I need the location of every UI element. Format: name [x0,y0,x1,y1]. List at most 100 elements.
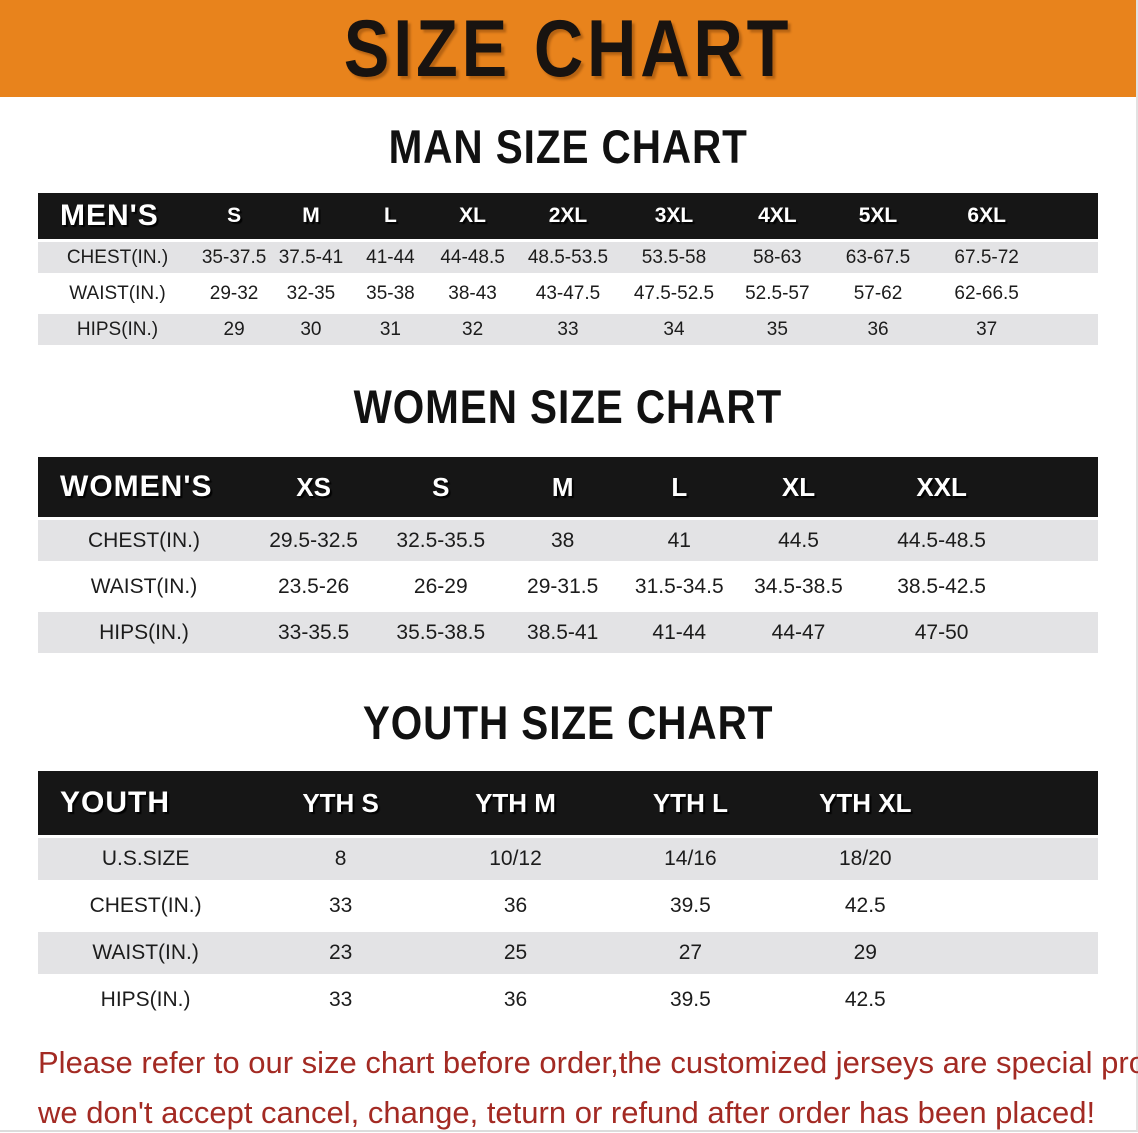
youth-row-hips-in: HIPS(IN.) 33 36 39.5 42.5 [38,976,1098,1023]
size-value: 25 [428,929,603,976]
size-value: 47.5-52.5 [620,275,727,311]
size-value: 42.5 [777,882,953,929]
measurement-label: U.S.SIZE [38,835,254,882]
youth-size-chart-heading: YOUTH SIZE CHART [0,699,1136,749]
men-size-column-header: S [197,193,272,239]
size-value: 33 [253,882,429,929]
size-value: 33 [514,311,621,347]
size-value: 35-38 [350,275,431,311]
size-chart-banner: SIZE CHART [0,0,1136,97]
size-value: 38.5-41 [504,609,621,655]
men-size-column-header: 4XL [726,193,828,239]
spacer-cell [952,882,1098,929]
men-size-column-header: XL [430,193,515,239]
measurement-label: HIPS(IN.) [38,609,250,655]
spacer-cell [952,929,1098,976]
size-value: 44.5-48.5 [859,517,1024,563]
spacer-cell [952,771,1098,835]
size-value: 37.5-41 [271,239,351,275]
size-value: 48.5-53.5 [514,239,621,275]
size-value: 32.5-35.5 [377,517,505,563]
women-header-row: WOMEN'S XS S M L XL XXL [38,457,1098,517]
men-size-column-header: M [271,193,351,239]
size-value: 41-44 [620,609,738,655]
men-table-title: MEN'S [38,193,197,239]
men-size-column-header: 5XL [827,193,929,239]
size-value: 35-37.5 [197,239,272,275]
spacer-cell [952,835,1098,882]
youth-size-column-header: YTH L [602,771,778,835]
size-value: 36 [827,311,929,347]
size-value: 38.5-42.5 [859,563,1024,609]
size-value: 31 [350,311,431,347]
men-header-row: MEN'S S M L XL 2XL 3XL 4XL 5XL 6XL [38,193,1098,239]
man-size-chart-heading: MAN SIZE CHART [0,121,1136,174]
size-value: 29 [197,311,272,347]
youth-row-chest-in: CHEST(IN.) 33 36 39.5 42.5 [38,882,1098,929]
size-value: 32-35 [271,275,351,311]
spacer-cell [1023,517,1098,563]
men-size-column-header: 3XL [620,193,727,239]
size-value: 8 [253,835,429,882]
women-size-chart-heading-text: WOMEN SIZE CHART [353,381,783,434]
men-size-column-header: 6XL [928,193,1045,239]
size-value: 39.5 [602,882,778,929]
size-value: 29-32 [197,275,272,311]
size-value: 35 [726,311,828,347]
women-row-chest-in: CHEST(IN.) 29.5-32.5 32.5-35.5 38 41 44.5 44.5… [38,517,1098,563]
women-size-column-header: L [620,457,738,517]
women-size-column-header: XS [250,457,378,517]
measurement-label: CHEST(IN.) [38,882,254,929]
women-row-hips-in: HIPS(IN.) 33-35.5 35.5-38.5 38.5-41 41-44 44-… [38,609,1098,655]
youth-size-column-header: YTH XL [777,771,953,835]
youth-size-table: YOUTH YTH S YTH M YTH L YTH XL U.S.SIZE 8 10/12… [38,771,1098,1023]
banner-title: SIZE CHART [343,3,793,94]
size-value: 32 [430,311,515,347]
size-value: 44-47 [737,609,860,655]
size-value: 38-43 [430,275,515,311]
women-size-column-header: S [377,457,505,517]
women-size-table: WOMEN'S XS S M L XL XXL CHEST(IN.) 29.5-32.5 32.5… [38,457,1098,655]
youth-table-title: YOUTH [38,771,254,835]
men-size-section: MAN SIZE CHART MEN'S S M L XL 2XL 3XL 4XL 5XL 6XL… [0,121,1136,347]
size-value: 23.5-26 [250,563,378,609]
spacer-cell [1023,563,1098,609]
size-value: 47-50 [859,609,1024,655]
women-size-column-header: XXL [859,457,1024,517]
measurement-label: WAIST(IN.) [38,563,250,609]
measurement-label: HIPS(IN.) [38,976,254,1023]
youth-row-u-s-size: U.S.SIZE 8 10/12 14/16 18/20 [38,835,1098,882]
size-value: 37 [928,311,1045,347]
measurement-label: CHEST(IN.) [38,517,250,563]
men-row-hips-in: HIPS(IN.) 29 30 31 32 33 34 35 36 37 [38,311,1098,347]
women-table-title: WOMEN'S [38,457,250,517]
size-value: 10/12 [428,835,603,882]
size-value: 26-29 [377,563,505,609]
disclaimer-line-1: Please refer to our size chart before or… [38,1045,1138,1080]
size-value: 57-62 [827,275,929,311]
size-value: 27 [602,929,778,976]
size-value: 43-47.5 [514,275,621,311]
size-value: 30 [271,311,351,347]
women-size-chart-heading: WOMEN SIZE CHART [0,381,1136,434]
size-value: 29 [777,929,953,976]
spacer-cell [1023,457,1098,517]
disclaimer: Please refer to our size chart before or… [38,1043,1138,1133]
man-size-chart-heading-text: MAN SIZE CHART [388,121,748,174]
size-value: 62-66.5 [928,275,1045,311]
size-value: 34 [620,311,727,347]
disclaimer-line-2: we don't accept cancel, change, teturn o… [38,1095,1096,1130]
youth-size-column-header: YTH M [428,771,603,835]
men-row-waist-in: WAIST(IN.) 29-32 32-35 35-38 38-43 43-47.5 47.… [38,275,1098,311]
size-value: 41 [620,517,738,563]
youth-size-column-header: YTH S [253,771,429,835]
spacer-cell [952,976,1098,1023]
size-value: 34.5-38.5 [737,563,860,609]
size-value: 38 [504,517,621,563]
spacer-cell [1044,311,1098,347]
spacer-cell [1044,275,1098,311]
spacer-cell [1044,193,1098,239]
size-value: 63-67.5 [827,239,929,275]
size-value: 31.5-34.5 [620,563,738,609]
women-row-waist-in: WAIST(IN.) 23.5-26 26-29 29-31.5 31.5-34.5 34… [38,563,1098,609]
